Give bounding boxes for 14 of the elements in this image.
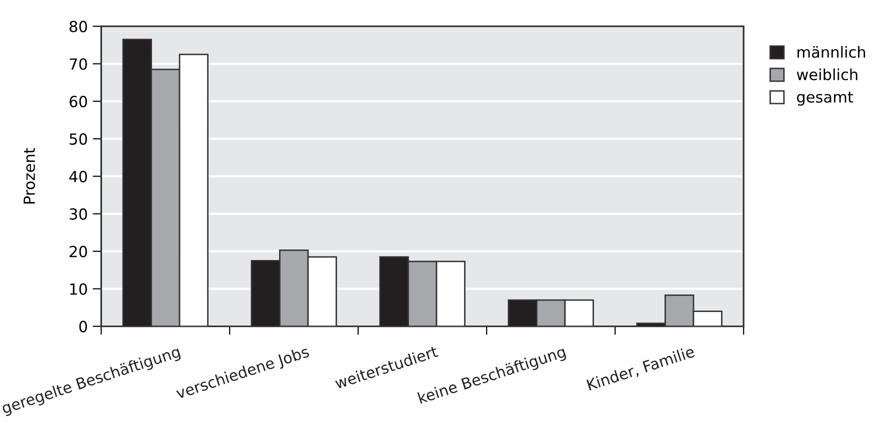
y-tick-label: 50 xyxy=(70,133,87,145)
legend-label: weiblich xyxy=(796,68,858,80)
y-axis-title: Prozent xyxy=(24,148,36,204)
y-tick-label: 80 xyxy=(70,20,87,32)
y-tick-label: 70 xyxy=(70,58,87,70)
legend-label: männlich xyxy=(798,46,866,58)
y-tick-label: 0 xyxy=(79,320,87,332)
y-tick-label: 40 xyxy=(69,170,87,182)
y-tick-label: 10 xyxy=(70,283,87,295)
legend-label: gesamt xyxy=(797,92,854,106)
y-tick-label: 60 xyxy=(70,96,87,108)
y-tick-label: 20 xyxy=(70,246,87,258)
x-tick-label: Kinder, Familie xyxy=(586,345,696,392)
y-tick-label: 30 xyxy=(70,208,87,220)
